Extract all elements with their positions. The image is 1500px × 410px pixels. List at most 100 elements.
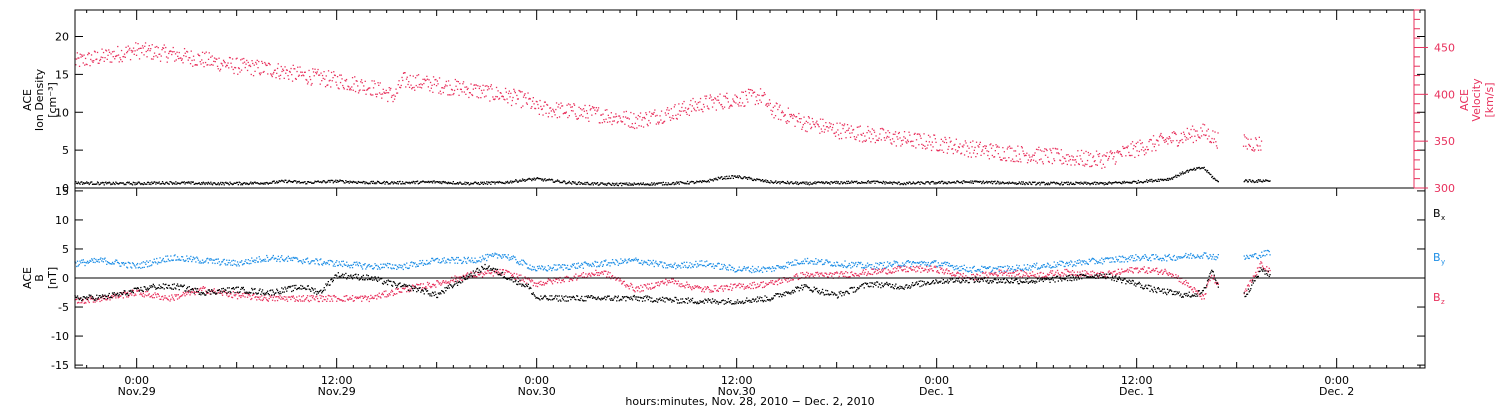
data-point-velocity bbox=[207, 64, 209, 66]
data-point-by bbox=[86, 260, 89, 262]
data-point-bz bbox=[298, 295, 300, 297]
data-point-by bbox=[1107, 258, 1109, 260]
data-point-ion-density bbox=[344, 182, 346, 184]
data-point-by bbox=[707, 264, 709, 266]
data-point-ion-density bbox=[1146, 181, 1149, 183]
data-point-velocity bbox=[435, 85, 438, 87]
data-point-bz bbox=[125, 292, 127, 294]
data-point-ion-density bbox=[620, 182, 622, 184]
data-point-bz bbox=[522, 279, 524, 281]
data-point-ion-density bbox=[292, 181, 294, 183]
data-point-velocity bbox=[986, 150, 988, 152]
data-point-ion-density bbox=[1190, 168, 1192, 171]
data-point-ion-density bbox=[307, 181, 309, 183]
data-point-bz bbox=[399, 291, 401, 293]
data-point-ion-density bbox=[233, 182, 235, 184]
data-point-velocity bbox=[119, 57, 121, 59]
data-point-bz bbox=[420, 283, 422, 285]
data-point-ion-density bbox=[768, 181, 770, 184]
data-point-ion-density bbox=[296, 181, 299, 183]
data-point-velocity bbox=[459, 82, 461, 85]
data-point-ion-density bbox=[824, 182, 826, 184]
data-point-ion-density bbox=[1251, 181, 1253, 183]
data-point-by bbox=[843, 265, 845, 267]
data-point-ion-density bbox=[1173, 176, 1175, 178]
data-point-by bbox=[856, 265, 858, 268]
data-point-ion-density bbox=[960, 181, 962, 184]
data-point-velocity bbox=[123, 53, 126, 55]
data-point-by bbox=[430, 260, 432, 262]
data-point-ion-density bbox=[663, 184, 665, 186]
data-point-ion-density bbox=[435, 181, 437, 183]
data-point-velocity bbox=[491, 88, 493, 90]
data-point-by bbox=[694, 263, 696, 266]
data-point-by bbox=[742, 267, 744, 270]
data-point-by bbox=[708, 263, 710, 265]
data-point-velocity bbox=[209, 64, 211, 66]
data-point-bz bbox=[554, 280, 556, 283]
data-point-velocity bbox=[128, 49, 130, 51]
data-point-by bbox=[720, 268, 722, 270]
data-point-ion-density bbox=[496, 181, 499, 183]
data-point-by bbox=[816, 263, 818, 265]
data-point-velocity bbox=[116, 54, 118, 57]
data-point-ion-density bbox=[931, 180, 934, 183]
data-point-velocity bbox=[358, 90, 360, 92]
data-point-ion-density bbox=[445, 182, 447, 184]
data-point-by bbox=[1043, 264, 1045, 266]
data-point-by bbox=[736, 269, 739, 271]
data-point-by bbox=[821, 263, 824, 266]
data-point-ion-density bbox=[206, 183, 209, 185]
data-point-bz bbox=[408, 291, 410, 293]
data-point-by bbox=[370, 265, 372, 267]
data-point-by bbox=[804, 258, 806, 260]
data-point-ion-density bbox=[955, 182, 957, 184]
data-point-by bbox=[822, 263, 824, 265]
data-point-bz bbox=[596, 274, 599, 276]
data-point-bz bbox=[427, 284, 429, 286]
data-point-ion-density bbox=[743, 176, 745, 178]
data-point-bz bbox=[322, 296, 324, 298]
data-point-by bbox=[1194, 257, 1196, 259]
data-point-ion-density bbox=[781, 181, 783, 183]
data-point-ion-density bbox=[1253, 181, 1255, 184]
data-point-bz bbox=[382, 294, 384, 296]
data-point-ion-density bbox=[342, 180, 344, 183]
data-point-by bbox=[277, 255, 279, 257]
data-point-by bbox=[979, 268, 981, 271]
data-point-velocity bbox=[1144, 148, 1146, 151]
data-point-ion-density bbox=[411, 182, 414, 184]
data-point-bz bbox=[496, 273, 499, 275]
data-point-velocity bbox=[900, 140, 903, 142]
data-point-velocity bbox=[399, 86, 401, 88]
data-point-by bbox=[641, 259, 643, 262]
data-point-by bbox=[1188, 257, 1190, 259]
data-point-velocity bbox=[714, 98, 717, 100]
data-point-ion-density bbox=[366, 182, 369, 184]
data-point-bz bbox=[565, 276, 567, 279]
data-point-velocity bbox=[877, 139, 879, 142]
data-point-by bbox=[767, 267, 769, 269]
data-point-velocity bbox=[1070, 164, 1072, 166]
data-point-ion-density bbox=[289, 180, 291, 182]
data-point-by bbox=[491, 255, 493, 257]
data-point-by bbox=[136, 264, 138, 266]
data-point-by bbox=[934, 261, 936, 263]
data-point-by bbox=[851, 261, 853, 264]
data-point-bz bbox=[580, 275, 582, 277]
data-point-velocity bbox=[1201, 130, 1203, 132]
data-point-velocity bbox=[195, 64, 198, 66]
data-point-by bbox=[512, 255, 514, 257]
data-point-ion-density bbox=[251, 182, 254, 184]
data-point-by bbox=[1211, 256, 1214, 258]
data-point-velocity bbox=[1189, 137, 1191, 139]
data-point-by bbox=[1086, 262, 1088, 264]
data-point-bz bbox=[163, 297, 165, 299]
data-point-velocity bbox=[157, 47, 159, 49]
data-point-bz bbox=[475, 276, 477, 278]
data-point-bz bbox=[191, 290, 193, 293]
data-point-ion-density bbox=[872, 180, 874, 182]
data-point-velocity bbox=[794, 125, 796, 127]
data-point-velocity bbox=[1047, 156, 1049, 158]
data-point-ion-density bbox=[381, 182, 384, 184]
